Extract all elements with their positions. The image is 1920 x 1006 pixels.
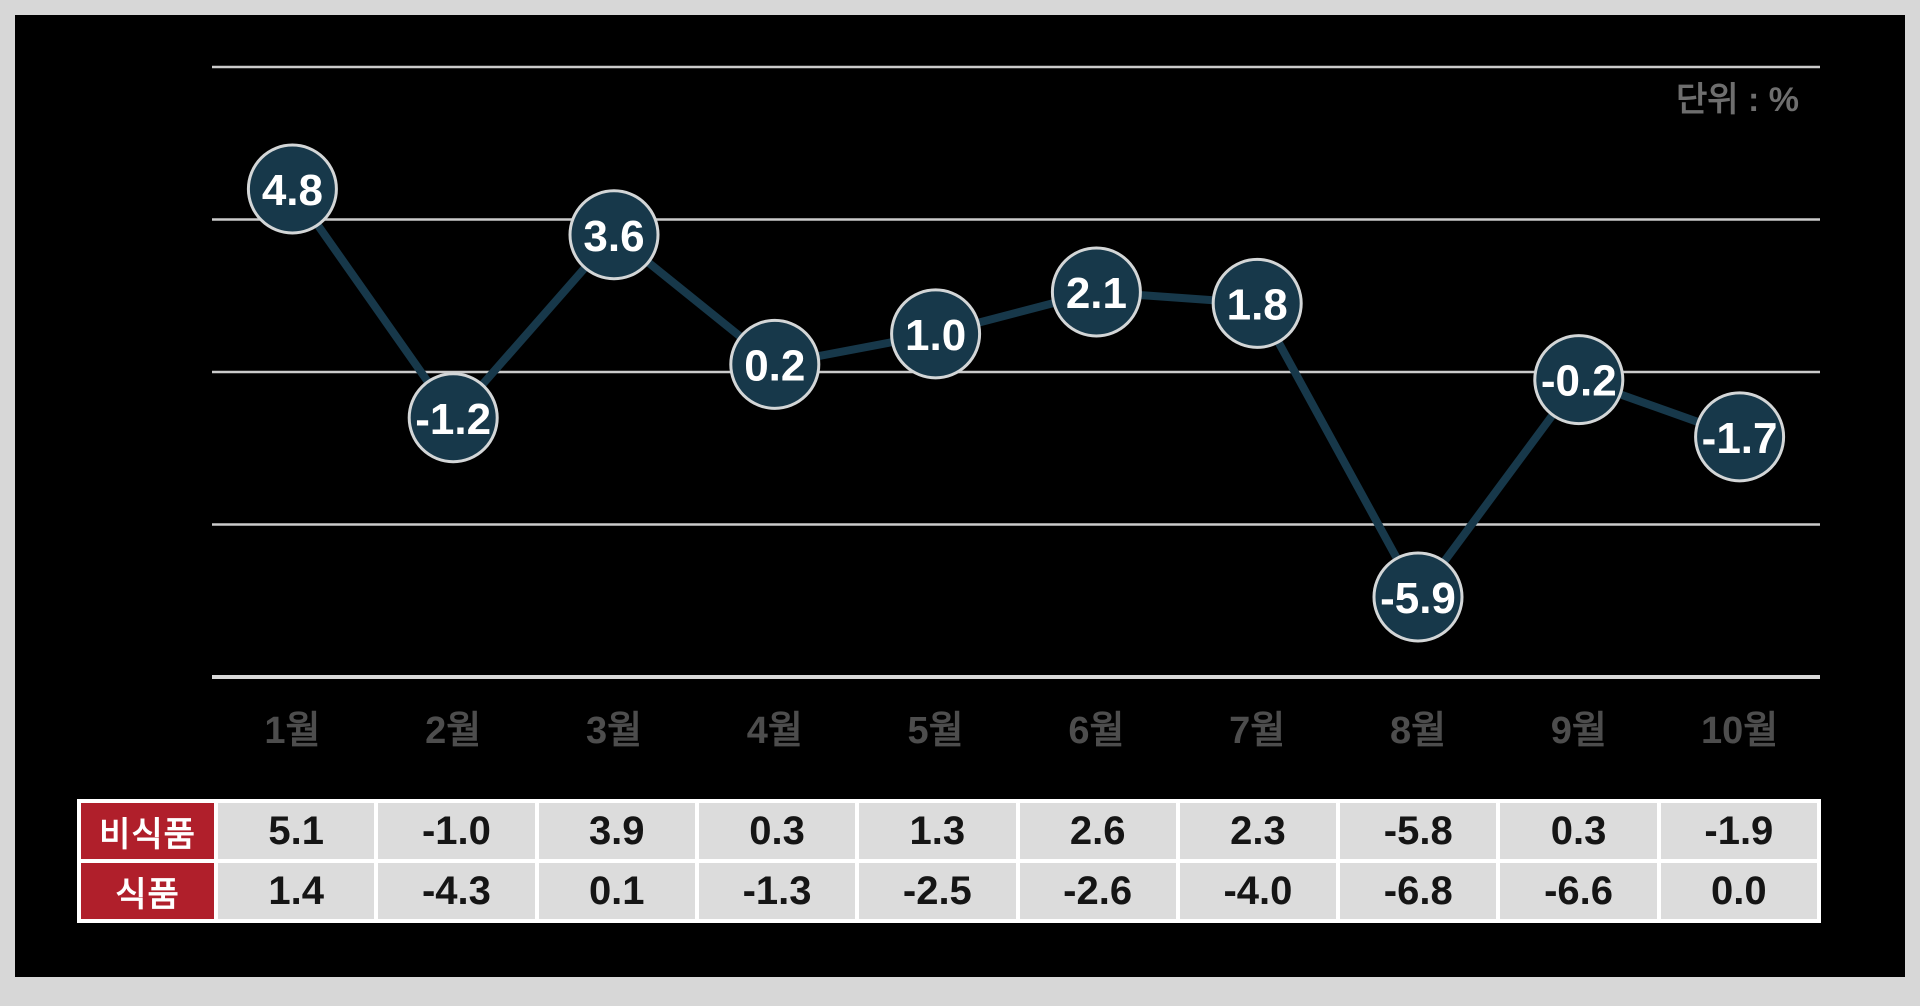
data-point-circle (729, 318, 821, 410)
unit-label: 단위 : % (1676, 81, 1799, 119)
table-cell: -4.0 (1179, 863, 1337, 919)
table-cell: -6.8 (1340, 863, 1497, 919)
data-point-circle (568, 189, 660, 281)
data-point-circle (1211, 257, 1303, 349)
data-table: 비식품 5.1 -1.0 3.9 0.3 1.3 2.6 2.3 -5.8 0.3 -1.9 식품 1.… (77, 799, 1821, 923)
month-label: 10월 (1701, 710, 1778, 752)
month-label: 8월 (1390, 710, 1446, 752)
month-label: 6월 (1068, 710, 1124, 752)
data-point-circle (890, 288, 982, 380)
table-cell: 5.1 (218, 803, 375, 859)
data-point-circle (1050, 246, 1142, 338)
month-label: 5월 (908, 710, 964, 752)
data-point-value: 1.8 (1227, 280, 1288, 329)
table-cell: -1.9 (1660, 803, 1817, 859)
month-label: 1월 (264, 710, 320, 752)
table-cell: -4.3 (378, 863, 535, 919)
table-cell: 2.6 (1019, 803, 1176, 859)
data-point-value: -5.9 (1380, 574, 1456, 623)
table-cell: -1.0 (378, 803, 535, 859)
row-header-food: 식품 (81, 863, 214, 919)
month-label: 9월 (1551, 710, 1607, 752)
table-cell: 1.3 (859, 803, 1016, 859)
chart-graphics: 4.8 -1.2 3.6 0.2 1.0 2.1 1.8 -5.9 -0.2 -1.7 1월 2월 3월… (212, 65, 1820, 752)
table-cell: -5.8 (1340, 803, 1497, 859)
table-cell: 3.9 (538, 803, 695, 859)
table-cell: 0.3 (698, 803, 856, 859)
table-cell: 0.1 (538, 863, 695, 919)
monthly-line-chart: 4.8 -1.2 3.6 0.2 1.0 2.1 1.8 -5.9 -0.2 -1.7 1월 2월 3월… (212, 65, 1820, 752)
data-line (289, 186, 1741, 605)
table-cell: 0.3 (1500, 803, 1657, 859)
data-point-value: 2.1 (1066, 269, 1127, 318)
table-cell: -1.3 (698, 863, 856, 919)
table-cell: -2.5 (859, 863, 1016, 919)
row-header-non-food: 비식품 (81, 803, 214, 859)
table-cell: -6.6 (1500, 863, 1657, 919)
data-point-value: 0.2 (744, 341, 805, 390)
table-cell: 1.4 (218, 863, 375, 919)
data-point-circle (246, 143, 338, 235)
data-point-value: -0.2 (1541, 357, 1617, 406)
data-point-value: 3.6 (583, 212, 644, 261)
data-point-value: -1.7 (1702, 414, 1778, 463)
data-point-circle (1694, 391, 1786, 483)
month-label: 2월 (425, 710, 481, 752)
month-label: 7월 (1229, 710, 1285, 752)
table-cell: 2.3 (1179, 803, 1337, 859)
chart-panel: 4.8 -1.2 3.6 0.2 1.0 2.1 1.8 -5.9 -0.2 -1.7 1월 2월 3월… (15, 15, 1905, 977)
table-cell: 0.0 (1660, 863, 1817, 919)
table-cell: -2.6 (1019, 863, 1176, 919)
data-point-value: -1.2 (415, 395, 491, 444)
data-point-circle (1372, 551, 1464, 643)
data-point-circle (407, 372, 499, 464)
data-point-value: 4.8 (262, 166, 323, 215)
month-label: 3월 (586, 710, 642, 752)
month-label: 4월 (747, 710, 803, 752)
data-point-circle (1533, 334, 1625, 426)
data-point-value: 1.0 (905, 311, 966, 360)
